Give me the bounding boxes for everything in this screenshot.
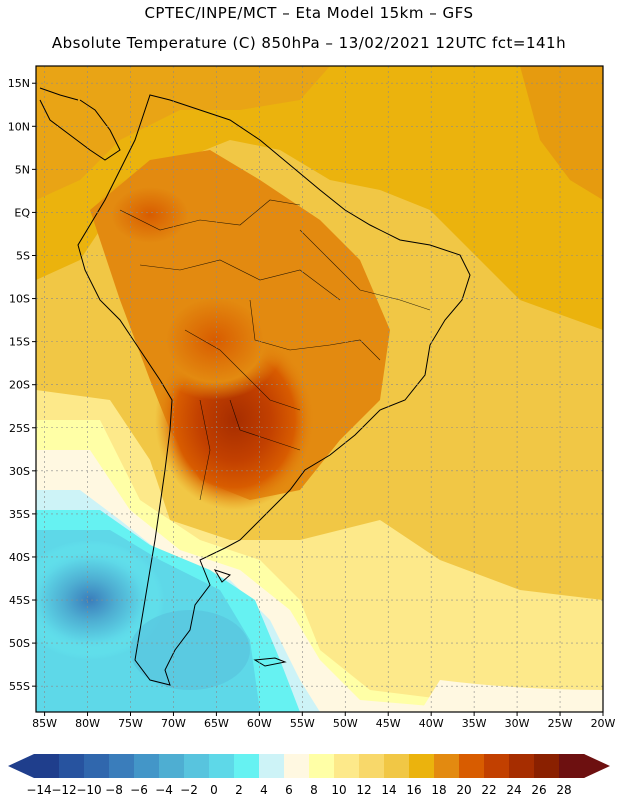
colorbar-left-arrow: [8, 754, 34, 778]
lat-label: 10N: [8, 120, 30, 133]
colorbar-labels: −14 −12 −10 −8 −6 −4 −2 0 2 4 6 8 10 12 14 16 18 20 22 24 26…: [26, 783, 571, 797]
colorbar-swatch: [434, 754, 460, 778]
lon-label: 85W: [32, 717, 57, 730]
colorbar-label: −14: [26, 783, 51, 797]
lat-label: 45S: [9, 594, 30, 607]
colorbar-label: −10: [76, 783, 101, 797]
temperature-map: 15N 10N 5N EQ 5S 10S 15S 20S 25S 30S 35S 40S 45S 50S 5…: [8, 65, 616, 730]
colorbar-swatch: [184, 754, 210, 778]
lon-label: 20W: [591, 717, 616, 730]
colorbar-swatch: [359, 754, 385, 778]
map-title-line-1: CPTEC/INPE/MCT – Eta Model 15km – GFS: [144, 4, 474, 22]
lon-label: 80W: [75, 717, 100, 730]
colorbar-swatches: [34, 754, 585, 778]
colorbar-label: 14: [381, 783, 396, 797]
colorbar-label: 0: [210, 783, 218, 797]
lon-label: 40W: [419, 717, 444, 730]
colorbar-right-arrow: [584, 754, 610, 778]
colorbar-label: 20: [456, 783, 471, 797]
lon-label: 55W: [290, 717, 315, 730]
lat-label: 10S: [9, 293, 30, 306]
map-frame: [35, 65, 604, 713]
lat-label: 40S: [9, 551, 30, 564]
lat-label: 15N: [8, 77, 30, 90]
colorbar-swatch: [309, 754, 335, 778]
lon-label: 35W: [462, 717, 487, 730]
colorbar-label: 12: [356, 783, 371, 797]
colorbar-label: −6: [130, 783, 148, 797]
axis-ticks: [32, 82, 604, 716]
colorbar-swatch: [284, 754, 310, 778]
colorbar-swatch: [459, 754, 485, 778]
lat-label: 25S: [9, 422, 30, 435]
colorbar-swatch: [484, 754, 510, 778]
lon-label: 25W: [548, 717, 573, 730]
colorbar-swatch: [59, 754, 85, 778]
colorbar-label: 8: [310, 783, 318, 797]
lon-label: 50W: [333, 717, 358, 730]
colorbar-swatch: [134, 754, 160, 778]
colorbar-swatch: [409, 754, 435, 778]
colorbar-swatch: [534, 754, 560, 778]
colorbar-label: 10: [331, 783, 346, 797]
lat-label: 50S: [9, 637, 30, 650]
colorbar-label: −2: [180, 783, 198, 797]
colorbar-label: −12: [51, 783, 76, 797]
colorbar-label: 22: [481, 783, 496, 797]
lat-label: 35S: [9, 508, 30, 521]
lat-label: 55S: [9, 680, 30, 693]
lon-label: 65W: [204, 717, 229, 730]
colorbar-swatch: [109, 754, 135, 778]
lat-label: 5S: [16, 249, 30, 262]
colorbar-label: 28: [556, 783, 571, 797]
temperature-field: [36, 66, 603, 712]
lon-label: 70W: [161, 717, 186, 730]
colorbar-label: 4: [260, 783, 268, 797]
latitude-labels: 15N 10N 5N EQ 5S 10S 15S 20S 25S 30S 35S 40S 45S 50S 5…: [8, 77, 31, 693]
map-title-line-2: Absolute Temperature (C) 850hPa – 13/02/…: [51, 34, 567, 52]
lat-label: 20S: [9, 379, 30, 392]
colorbar-swatch: [234, 754, 260, 778]
country-borders: [119, 199, 431, 501]
colorbar-label: 18: [431, 783, 446, 797]
colorbar-label: −8: [105, 783, 123, 797]
colorbar-swatch: [559, 754, 585, 778]
colorbar-label: −4: [155, 783, 173, 797]
lon-label: 75W: [118, 717, 143, 730]
colorbar-label: 24: [506, 783, 521, 797]
colorbar-swatch: [509, 754, 535, 778]
colorbar-swatch: [159, 754, 185, 778]
lat-label: EQ: [14, 206, 30, 219]
colorbar-label: 6: [285, 783, 293, 797]
lat-label: 15S: [9, 336, 30, 349]
lat-label: 5N: [15, 163, 30, 176]
colorbar-swatch: [334, 754, 360, 778]
colorbar-label: 2: [235, 783, 243, 797]
colorbar-swatch: [34, 754, 60, 778]
coastline: [39, 87, 471, 686]
lon-label: 60W: [247, 717, 272, 730]
colorbar-swatch: [384, 754, 410, 778]
colorbar-label: 16: [406, 783, 421, 797]
colorbar-swatch: [259, 754, 285, 778]
lat-label: 30S: [9, 465, 30, 478]
colorbar-label: 26: [531, 783, 546, 797]
colorbar: −14 −12 −10 −8 −6 −4 −2 0 2 4 6 8 10 12 14 16 18 20 22 24 26…: [8, 754, 610, 797]
lon-label: 45W: [376, 717, 401, 730]
colorbar-swatch: [84, 754, 110, 778]
longitude-labels: 85W 80W 75W 70W 65W 60W 55W 50W 45W 40W 35W 30W 25W 2…: [32, 717, 615, 730]
colorbar-swatch: [209, 754, 235, 778]
lon-label: 30W: [505, 717, 530, 730]
